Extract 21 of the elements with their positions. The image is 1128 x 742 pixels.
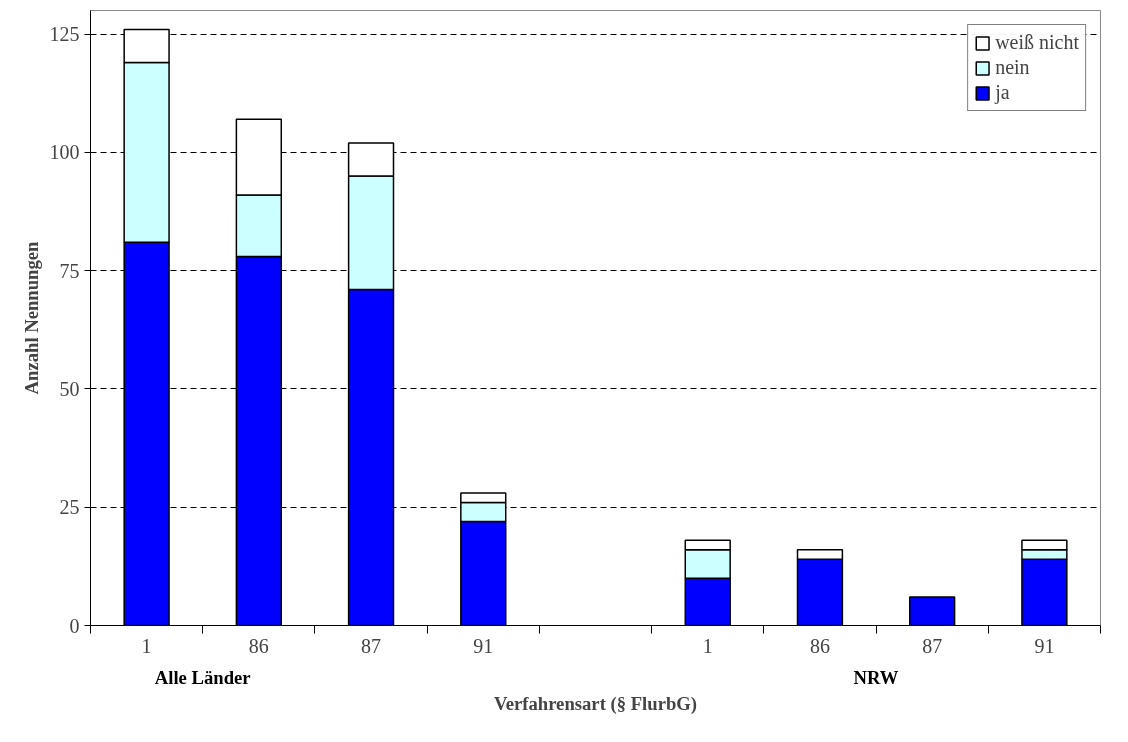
y-tick-label: 75 [59,259,80,282]
y-axis-title: Anzahl Nennungen [20,240,42,395]
x-axis-title: Verfahrensart (§ FlurbG) [493,692,698,715]
legend-label: ja [995,81,1011,104]
y-tick-label: 0 [69,614,80,637]
legend-label: nein [995,56,1030,79]
text: Alle Länder [154,666,251,688]
legend-label: weiß nicht [995,31,1079,54]
y-tick-label: 50 [59,377,80,400]
text: NRW [853,666,899,688]
y-tick-label: 25 [59,496,80,519]
x-tick-label: 86 [809,634,830,657]
x-tick-label: 87 [361,634,382,657]
x-tick-label: 91 [473,634,494,657]
y-tick-label: 100 [49,141,80,164]
x-tick-label: 91 [1034,634,1055,657]
x-tick-label: 1 [141,634,152,657]
x-tick-label: 86 [248,634,269,657]
x-tick-label: 1 [702,634,713,657]
x-tick-label: 87 [922,634,943,657]
y-tick-label: 125 [49,23,80,46]
